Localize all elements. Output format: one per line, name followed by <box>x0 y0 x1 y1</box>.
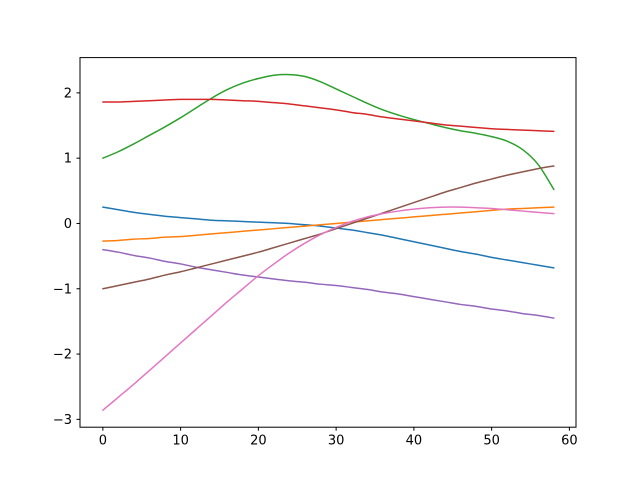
series-blue-line <box>102 206 555 269</box>
axes-spines <box>79 57 577 428</box>
x-tick-label: 60 <box>561 434 578 449</box>
x-tick-label: 30 <box>328 434 345 449</box>
series-pink-line <box>102 206 555 411</box>
series-red-line <box>102 98 555 133</box>
series-orange-line <box>102 206 555 242</box>
x-tick-label: 20 <box>250 434 267 449</box>
x-tick-label: 10 <box>172 434 189 449</box>
x-tick-label: 0 <box>99 434 107 449</box>
y-tick-label: −2 <box>53 348 72 363</box>
y-tick-label: 0 <box>64 217 72 232</box>
y-tick-label: −3 <box>53 413 72 428</box>
series-green-line <box>102 73 555 191</box>
y-tick-label: 1 <box>64 152 72 167</box>
y-tick-label: 2 <box>64 86 72 101</box>
series-purple-line <box>102 248 555 319</box>
y-tick-label: −1 <box>53 282 72 297</box>
x-tick-label: 50 <box>483 434 500 449</box>
x-tick-label: 40 <box>406 434 423 449</box>
